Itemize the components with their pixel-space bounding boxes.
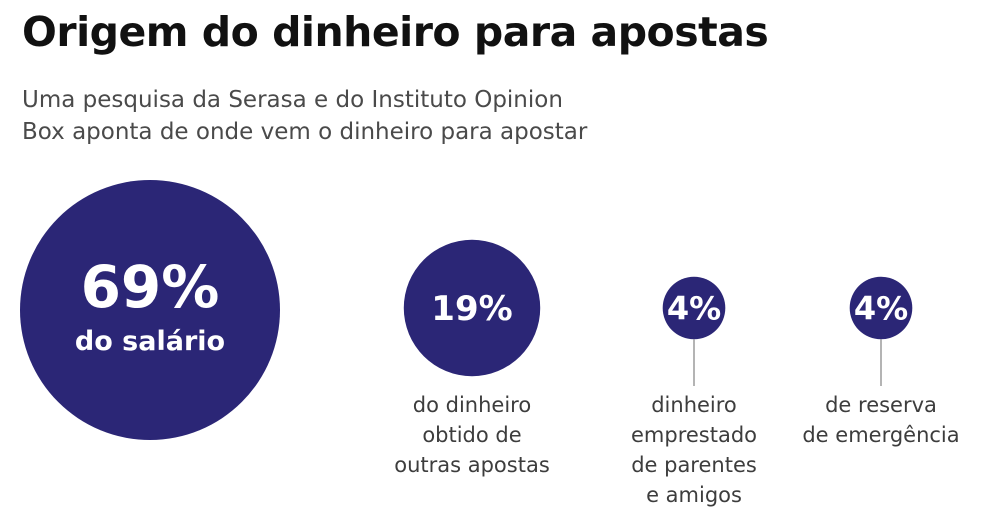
bubble-4-caption-line-1: de reserva [825, 393, 937, 417]
bubble-4 [849, 276, 913, 340]
subtitle-line-1: Uma pesquisa da Serasa e do Instituto Op… [22, 87, 563, 113]
bubble-4-caption-line-2: de emergência [802, 423, 959, 447]
bubble-2-caption-line-2: obtido de [422, 423, 521, 447]
bubble-3-caption-line-3: de parentes [631, 453, 757, 477]
bubble-3-caption-line-1: dinheiro [651, 393, 737, 417]
bubble-1 [20, 180, 280, 440]
chart-title: Origem do dinheiro para apostas [22, 8, 769, 56]
chart-subtitle: Uma pesquisa da Serasa e do Instituto Op… [22, 84, 662, 148]
bubble-3-value: 4% [667, 290, 721, 328]
bubble-3-caption-line-4: e amigos [646, 483, 742, 507]
bubble-1-value: 69% [81, 253, 220, 321]
bubble-3 [662, 276, 726, 340]
bubble-3-caption-line-2: emprestado [631, 423, 757, 447]
bubble-1-inside-caption: do salário [75, 326, 225, 357]
bubble-2-value: 19% [431, 289, 512, 329]
bubble-2-caption-line-1: do dinheiro [413, 393, 531, 417]
bubble-2-caption-line-3: outras apostas [394, 453, 550, 477]
bubble-4-value: 4% [854, 290, 908, 328]
bubble-2 [403, 239, 541, 377]
subtitle-line-2: Box aponta de onde vem o dinheiro para a… [22, 119, 588, 145]
